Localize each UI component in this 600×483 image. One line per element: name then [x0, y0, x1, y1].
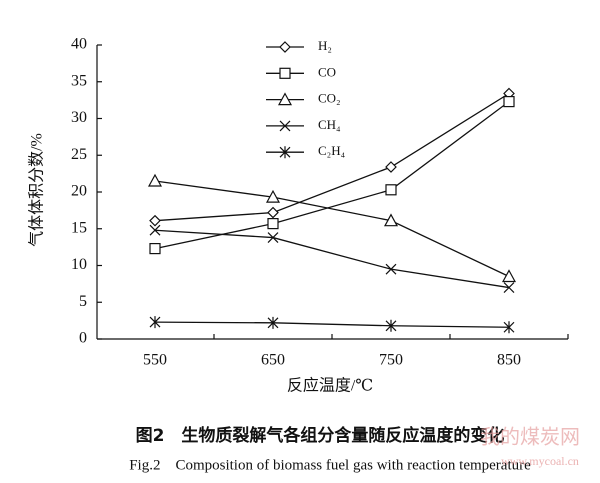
y-tick-label: 10	[71, 256, 87, 273]
marker	[503, 282, 515, 293]
marker	[279, 120, 291, 132]
series-line	[154, 229, 510, 289]
marker	[149, 224, 161, 236]
marker	[279, 67, 291, 79]
y-tick-label: 5	[79, 293, 87, 310]
marker	[149, 214, 161, 227]
x-tick-label: 550	[143, 352, 167, 369]
caption-cn: 图2 生物质裂解气各组分含量随反应温度的变化	[136, 425, 505, 446]
marker	[267, 316, 279, 329]
series-line	[154, 180, 510, 278]
watermark-url: www.mycoal.cn	[501, 454, 579, 468]
legend-label: C₂H₄	[318, 143, 346, 158]
marker	[147, 173, 163, 187]
marker	[267, 218, 279, 230]
marker	[267, 206, 279, 219]
y-tick-label: 35	[71, 72, 87, 89]
y-axis-label: 气体体积分数/%	[28, 133, 46, 247]
legend-label: CH₄	[318, 117, 341, 132]
marker	[265, 189, 281, 203]
marker	[503, 95, 515, 108]
marker	[279, 146, 291, 159]
marker	[501, 269, 517, 283]
marker	[149, 242, 161, 255]
legend-label: H₂	[318, 38, 332, 53]
marker	[149, 316, 161, 329]
x-axis-label: 反应温度/℃	[287, 376, 373, 395]
caption-en: Fig.2 Composition of biomass fuel gas wi…	[129, 457, 531, 473]
y-tick-label: 15	[71, 219, 87, 236]
marker	[385, 319, 397, 332]
legend-label: CO	[318, 64, 336, 79]
marker	[385, 263, 397, 275]
series-line	[154, 321, 510, 328]
watermark: 我的煤炭网	[480, 425, 580, 449]
series-line	[154, 92, 510, 222]
marker	[279, 41, 291, 53]
y-tick-label: 30	[71, 109, 87, 126]
marker	[383, 213, 399, 227]
x-tick-label: 650	[261, 352, 285, 369]
marker	[277, 92, 293, 106]
marker	[503, 321, 515, 334]
marker	[267, 232, 279, 243]
marker	[385, 184, 397, 196]
marker	[385, 161, 397, 173]
y-tick-label: 0	[79, 330, 87, 347]
y-tick-label: 25	[71, 146, 87, 163]
x-tick-label: 750	[379, 352, 403, 369]
x-tick-label: 850	[497, 352, 521, 369]
y-tick-label: 40	[71, 36, 87, 53]
legend-label: CO₂	[318, 91, 341, 106]
y-tick-label: 20	[71, 183, 87, 200]
series-line	[154, 101, 510, 250]
